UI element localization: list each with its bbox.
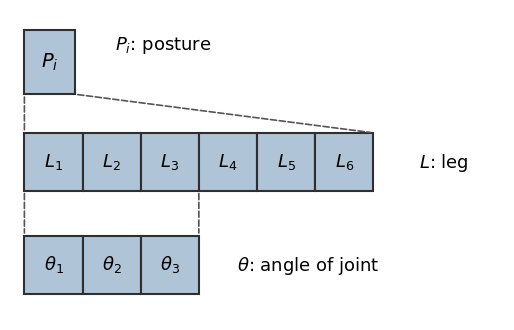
Text: $L_3$: $L_3$ — [160, 152, 179, 172]
FancyBboxPatch shape — [24, 30, 75, 94]
FancyBboxPatch shape — [199, 133, 257, 191]
FancyBboxPatch shape — [83, 236, 141, 294]
Text: $L_4$: $L_4$ — [218, 152, 237, 172]
FancyBboxPatch shape — [141, 133, 199, 191]
Text: $L_6$: $L_6$ — [335, 152, 354, 172]
FancyBboxPatch shape — [315, 133, 373, 191]
Text: $L_5$: $L_5$ — [277, 152, 296, 172]
Text: $\theta_3$: $\theta_3$ — [160, 254, 180, 275]
FancyBboxPatch shape — [83, 133, 141, 191]
FancyBboxPatch shape — [141, 236, 199, 294]
Text: $\mathit{P}_i$: posture: $\mathit{P}_i$: posture — [116, 36, 212, 56]
FancyBboxPatch shape — [24, 236, 83, 294]
Text: $L_1$: $L_1$ — [44, 152, 63, 172]
Text: $\theta_2$: $\theta_2$ — [102, 254, 121, 275]
Text: $P_i$: $P_i$ — [41, 51, 59, 73]
Text: $L_2$: $L_2$ — [102, 152, 121, 172]
Text: $\theta$: angle of joint: $\theta$: angle of joint — [237, 255, 379, 277]
Text: $\theta_1$: $\theta_1$ — [44, 254, 63, 275]
Text: $\mathit{L}$: leg: $\mathit{L}$: leg — [419, 152, 468, 174]
FancyBboxPatch shape — [24, 133, 83, 191]
FancyBboxPatch shape — [257, 133, 315, 191]
